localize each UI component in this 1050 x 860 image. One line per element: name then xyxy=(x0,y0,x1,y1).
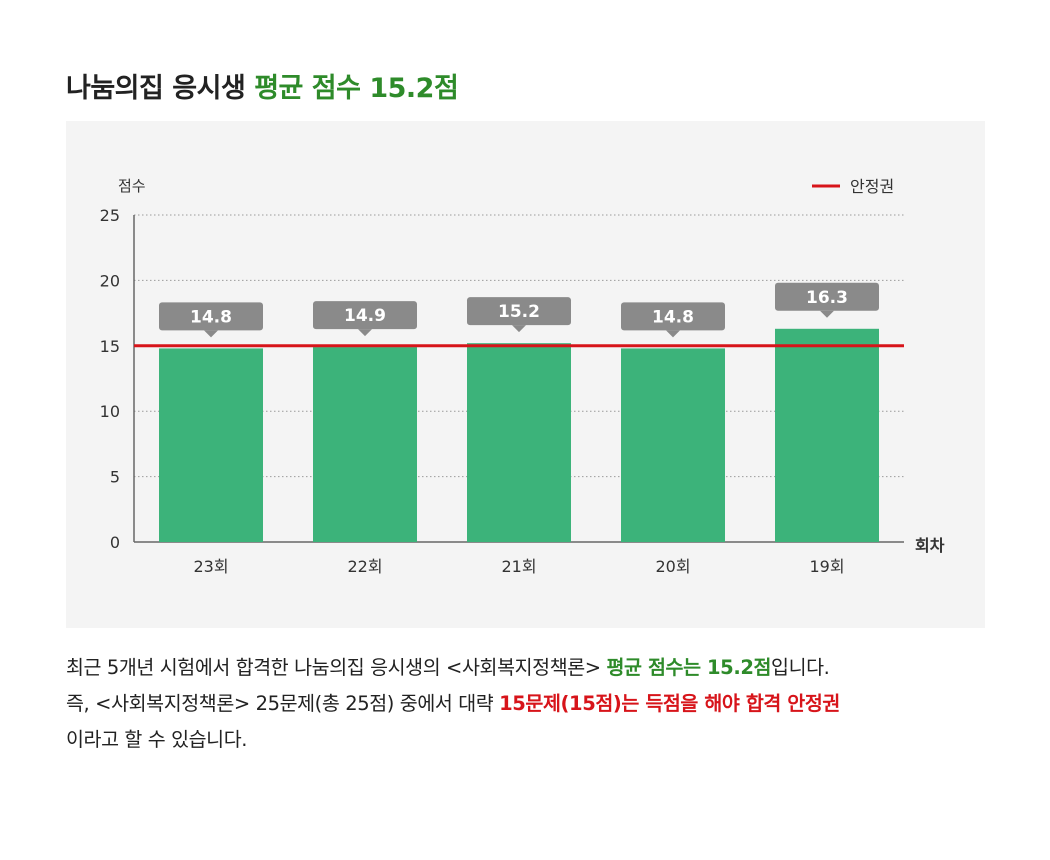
value-label: 14.8 xyxy=(652,307,694,327)
bar xyxy=(775,328,879,542)
value-label: 15.2 xyxy=(498,302,540,322)
value-label-pointer xyxy=(358,329,372,337)
y-tick-label: 0 xyxy=(110,533,120,552)
safe-zone-highlight: 15문제(15점)는 득점을 해야 합격 안정권 xyxy=(499,692,840,715)
value-label-pointer xyxy=(204,330,218,338)
description-line-1: 최근 5개년 시험에서 합격한 나눔의집 응시생의 <사회복지정책론> 평균 점… xyxy=(66,656,830,679)
description-line-2: 즉, <사회복지정책론> 25문제(총 25점) 중에서 대략 15문제(15점… xyxy=(66,692,840,715)
x-tick-label: 20회 xyxy=(655,557,690,576)
value-label-box xyxy=(313,301,417,330)
value-label-pointer xyxy=(512,325,526,333)
bar xyxy=(313,347,417,542)
legend-label: 안정권 xyxy=(850,177,894,196)
value-label: 14.8 xyxy=(190,307,232,327)
value-label-box xyxy=(775,282,879,311)
page-title: 나눔의집 응시생 평균 점수 15.2점 xyxy=(66,66,459,105)
y-tick-label: 20 xyxy=(100,271,120,290)
description: 최근 5개년 시험에서 합격한 나눔의집 응시생의 <사회복지정책론> 평균 점… xyxy=(66,650,996,758)
y-tick-label: 25 xyxy=(100,206,120,225)
value-label: 14.9 xyxy=(344,306,386,326)
value-label: 16.3 xyxy=(806,288,848,308)
x-tick-label: 22회 xyxy=(347,557,382,576)
average-score-highlight: 평균 점수는 15.2점 xyxy=(606,656,772,679)
value-label-pointer xyxy=(666,330,680,338)
value-label-box xyxy=(621,302,725,331)
value-label-box xyxy=(467,297,571,326)
bar xyxy=(621,348,725,542)
value-label-box xyxy=(159,302,263,331)
x-tick-label: 23회 xyxy=(193,557,228,576)
x-tick-label: 21회 xyxy=(501,557,536,576)
y-tick-label: 5 xyxy=(110,468,120,487)
bar xyxy=(159,348,263,542)
title-highlight: 평균 점수 15.2점 xyxy=(254,73,459,104)
y-tick-label: 15 xyxy=(100,337,120,356)
value-label-pointer xyxy=(820,310,834,318)
x-tick-label: 19회 xyxy=(809,557,844,576)
bar xyxy=(467,343,571,542)
description-line-3: 이라고 할 수 있습니다. xyxy=(66,728,248,751)
y-axis-title: 점수 xyxy=(118,177,146,195)
y-tick-label: 10 xyxy=(100,402,120,421)
x-axis-title: 회차 xyxy=(915,536,945,555)
title-prefix: 나눔의집 응시생 xyxy=(66,73,255,104)
